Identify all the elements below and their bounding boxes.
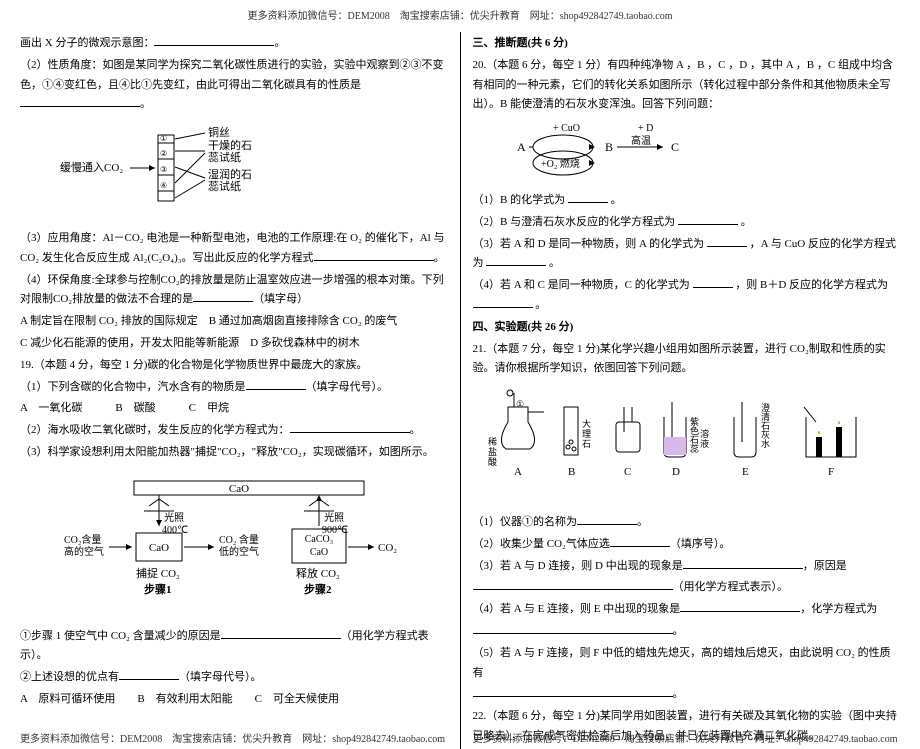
svg-text:蕊: 蕊: [690, 443, 699, 454]
q21-5: （5）若 A 与 F 连接，则 F 中低的蜡烛先熄灭，高的蜡烛后熄灭，由此说明 …: [473, 644, 901, 684]
svg-text:CO₂: CO₂: [378, 542, 397, 554]
q20-3: （3）若 A 和 D 是同一种物质，则 A 的化学式为 ，A 与 CuO 反应的…: [473, 235, 901, 275]
q4-opts-ab: A 制定旨在限制 CO₂ 排放的国际规定 B 通过加高烟囱直接排除含 CO₂ 的…: [20, 312, 448, 332]
svg-text:理: 理: [582, 429, 591, 439]
left-column: 画出 X 分子的微观示意图：。 （2）性质角度：如图是某同学为探究二氧化碳性质进…: [20, 32, 448, 749]
svg-text:步骤1: 步骤1: [144, 582, 172, 596]
para-q3: （3）应用角度：Al－CO₂ 电池是一种新型电池，电池的工作原理:在 O₂ 的催…: [20, 229, 448, 269]
q21: 21.（本题 7 分，每空 1 分)某化学兴趣小组用如图所示装置，进行 CO₂制…: [473, 340, 901, 380]
svg-text:蕊试纸: 蕊试纸: [208, 151, 241, 164]
svg-text:释放 CO₂: 释放 CO₂: [296, 566, 340, 580]
q19: 19.（本题 4 分，每空 1 分)碳的化合物是化学物质世界中最庞大的家族。: [20, 356, 448, 376]
svg-text:E: E: [742, 466, 749, 478]
svg-text:C: C: [624, 466, 631, 478]
svg-text:步骤2: 步骤2: [304, 582, 332, 596]
diagram-carbon-cycle: CaO 光照 400℃ 光照 900℃ CO₂含量 高的空气 CaO CO: [20, 471, 448, 619]
svg-text:A: A: [514, 466, 522, 478]
svg-text:CaCO₃: CaCO₃: [305, 534, 334, 545]
q19-3: （3）科学家设想利用太阳能加热器"捕捉"CO₂，"释放"CO₂，实现碳循环，如图…: [20, 443, 448, 463]
svg-text:F: F: [828, 466, 834, 478]
svg-text:高温: 高温: [631, 134, 651, 147]
svg-text:+O₂ 燃烧: +O₂ 燃烧: [541, 157, 580, 170]
svg-text:蕊试纸: 蕊试纸: [208, 180, 241, 193]
q19-opts: A 一氧化碳 B 碳酸 C 甲烷: [20, 399, 448, 419]
para-q4: （4）环保角度:全球参与控制CO₂的排放量是防止温室效应进一步增强的根本对策。下…: [20, 271, 448, 311]
svg-text:液: 液: [700, 438, 709, 449]
svg-text:400℃: 400℃: [162, 525, 188, 536]
para-q2: （2）性质角度：如图是某同学为探究二氧化碳性质进行的实验，实验中观察到②③不变色…: [20, 56, 448, 115]
page-columns: 画出 X 分子的微观示意图：。 （2）性质角度：如图是某同学为探究二氧化碳性质进…: [20, 32, 900, 749]
svg-text:低的空气: 低的空气: [219, 545, 259, 558]
svg-text:③: ③: [160, 165, 167, 174]
right-column: 三、推断题(共 6 分) 20.（本题 6 分，每空 1 分）有四种纯净物 A …: [473, 32, 901, 749]
section-3-title: 三、推断题(共 6 分): [473, 34, 901, 54]
svg-text:②: ②: [160, 149, 167, 158]
q19-1: （1）下列含碳的化合物中，汽水含有的物质是（填字母代号）。: [20, 378, 448, 398]
svg-text:C: C: [671, 140, 679, 154]
diagram-apparatus: ① 稀 盐 酸 A 大 理 石 B C: [473, 387, 901, 505]
q20-1: （1）B 的化学式为 。: [473, 191, 901, 211]
svg-text:CaO: CaO: [229, 483, 249, 495]
svg-text:光照: 光照: [324, 511, 344, 524]
svg-text:大: 大: [582, 418, 591, 429]
q21-4: （4）若 A 与 E 连接，则 E 中出现的现象是，化学方程式为: [473, 600, 901, 620]
svg-text:酸: 酸: [488, 457, 497, 467]
svg-text:湿润的石: 湿润的石: [208, 167, 252, 181]
q19-opts2: A 原料可循环使用 B 有效利用太阳能 C 可全天候使用: [20, 690, 448, 710]
left-footer: 更多资料添加微信号：DEM2008 淘宝搜索店铺：优尖升教育 网址：shop49…: [20, 731, 445, 749]
svg-text:石: 石: [582, 439, 591, 449]
svg-text:捕捉 CO₂: 捕捉 CO₂: [136, 566, 180, 580]
svg-text:铜丝: 铜丝: [208, 125, 230, 139]
q21-5b: 。: [473, 685, 901, 705]
svg-text:D: D: [672, 466, 680, 478]
svg-text:①: ①: [516, 399, 524, 409]
q21-3: （3）若 A 与 D 连接，则 D 中出现的现象是，原因是: [473, 557, 901, 577]
q21-4b: 。: [473, 622, 901, 642]
para-x-molecule: 画出 X 分子的微观示意图：。: [20, 34, 448, 54]
q20: 20.（本题 6 分，每空 1 分）有四种纯净物 A ，B ，C ，D ，其中 …: [473, 56, 901, 115]
q20-4: （4）若 A 和 C 是同一种物质，C 的化学式为 ，则 B＋D 反应的化学方程…: [473, 276, 901, 316]
diagram-co2-tube: 缓慢通入CO₂ ① ② ③ ④ 铜丝 干燥的石 蕊试纸: [60, 123, 448, 221]
column-divider: [460, 32, 461, 749]
svg-text:盐: 盐: [488, 446, 497, 457]
svg-text:B: B: [568, 466, 575, 478]
svg-text:光照: 光照: [164, 511, 184, 524]
d1-label-left: 缓慢通入CO₂: [60, 161, 123, 174]
svg-text:④: ④: [160, 181, 167, 190]
section-4-title: 四、实验题(共 26 分): [473, 318, 901, 338]
q20-2: （2）B 与澄清石灰水反应的化学方程式为 。: [473, 213, 901, 233]
svg-text:A: A: [517, 140, 526, 154]
svg-text:稀: 稀: [488, 436, 497, 447]
svg-text:+ CuO: + CuO: [553, 123, 580, 134]
svg-text:溶: 溶: [700, 428, 709, 439]
svg-text:CaO: CaO: [310, 547, 328, 558]
q4-opts-cd: C 减少化石能源的使用，开发太阳能等新能源 D 多砍伐森林中的树木: [20, 334, 448, 354]
q19-c1: ①步骤 1 使空气中 CO₂ 含量减少的原因是（用化学方程式表示）。: [20, 627, 448, 667]
svg-text:B: B: [605, 140, 613, 154]
diagram-conversion: + CuO + D A B 高温 C +O₂ 燃烧: [513, 119, 901, 187]
q19-c2: ②上述设想的优点有（填字母代号）。: [20, 668, 448, 688]
svg-text:干燥的石: 干燥的石: [208, 138, 252, 152]
right-footer: 更多资料添加微信号：DEM2008 淘宝搜索店铺：优尖升教育 网址：shop49…: [473, 731, 898, 749]
svg-text:水: 水: [761, 438, 770, 449]
svg-text:CO₂ 含量: CO₂ 含量: [219, 533, 259, 546]
q21-2: （2）收集少量 CO₂气体应选（填序号）。: [473, 535, 901, 555]
svg-text:①: ①: [160, 134, 167, 143]
page-header: 更多资料添加微信号：DEM2008 淘宝搜索店铺：优尖升教育 网址：shop49…: [20, 8, 900, 26]
svg-text:高的空气: 高的空气: [64, 545, 104, 558]
svg-text:CO₂含量: CO₂含量: [64, 533, 101, 546]
q21-1: （1）仪器①的名称为。: [473, 513, 901, 533]
q21-3c: （用化学方程式表示）。: [473, 578, 901, 598]
q19-2: （2）海水吸收二氧化碳时，发生反应的化学方程式为：。: [20, 421, 448, 441]
svg-text:+ D: + D: [638, 123, 653, 134]
svg-text:CaO: CaO: [149, 542, 169, 554]
